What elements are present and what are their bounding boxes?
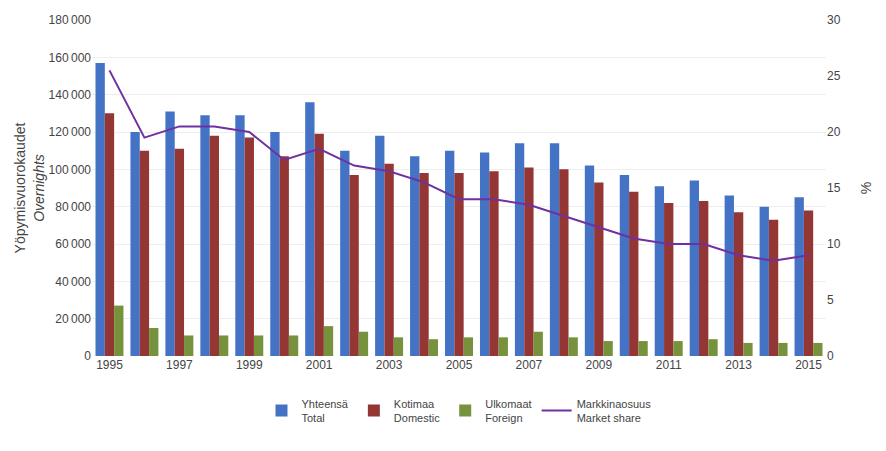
svg-text:1997: 1997 bbox=[166, 358, 193, 372]
svg-text:2011: 2011 bbox=[656, 358, 682, 372]
svg-text:5: 5 bbox=[827, 293, 834, 307]
svg-text:30: 30 bbox=[827, 13, 841, 27]
svg-text:1999: 1999 bbox=[236, 358, 263, 372]
svg-text:2013: 2013 bbox=[725, 358, 752, 372]
svg-text:YöpymisvuorokaudetOvernights: YöpymisvuorokaudetOvernights bbox=[12, 123, 46, 254]
svg-text:40 000: 40 000 bbox=[55, 275, 91, 289]
svg-text:25: 25 bbox=[827, 69, 841, 83]
svg-text:120 000: 120 000 bbox=[49, 125, 92, 139]
svg-text:UlkomaatForeign: UlkomaatForeign bbox=[485, 398, 531, 424]
svg-text:100 000: 100 000 bbox=[49, 163, 92, 177]
svg-text:2015: 2015 bbox=[795, 358, 822, 372]
svg-text:10: 10 bbox=[827, 237, 841, 251]
svg-text:180 000: 180 000 bbox=[49, 13, 92, 27]
svg-text:20: 20 bbox=[827, 125, 841, 139]
svg-text:YhteensäTotal: YhteensäTotal bbox=[302, 398, 349, 424]
svg-text:20 000: 20 000 bbox=[55, 312, 91, 326]
svg-text:2007: 2007 bbox=[516, 358, 543, 372]
svg-text:0: 0 bbox=[827, 349, 834, 363]
svg-text:2003: 2003 bbox=[376, 358, 403, 372]
svg-text:15: 15 bbox=[827, 181, 841, 195]
svg-text:1995: 1995 bbox=[96, 358, 123, 372]
svg-text:%: % bbox=[858, 182, 874, 194]
svg-text:2001: 2001 bbox=[306, 358, 333, 372]
svg-text:160 000: 160 000 bbox=[49, 51, 92, 65]
svg-text:KotimaaDomestic: KotimaaDomestic bbox=[394, 398, 440, 424]
svg-text:80 000: 80 000 bbox=[55, 200, 91, 214]
svg-text:2009: 2009 bbox=[585, 358, 612, 372]
svg-text:140 000: 140 000 bbox=[49, 88, 92, 102]
svg-text:60 000: 60 000 bbox=[55, 237, 91, 251]
svg-text:MarkkinaosuusMarket share: MarkkinaosuusMarket share bbox=[577, 398, 651, 424]
svg-text:0: 0 bbox=[84, 349, 91, 363]
svg-text:2005: 2005 bbox=[446, 358, 473, 372]
